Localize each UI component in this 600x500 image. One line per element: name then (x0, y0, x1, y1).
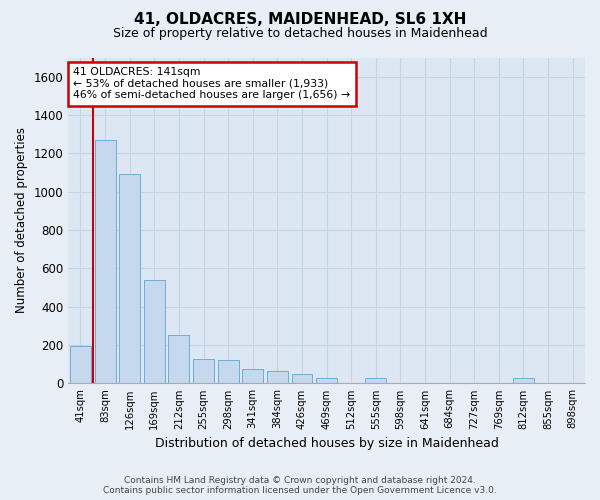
Bar (242, 369, 263, 384)
Bar (267, 371, 288, 384)
Bar (70, 346, 91, 384)
Bar (193, 358, 214, 384)
Bar (292, 374, 313, 384)
Bar (218, 360, 239, 384)
Bar (513, 378, 534, 384)
Bar (144, 280, 165, 384)
Bar (365, 378, 386, 384)
Bar (169, 336, 190, 384)
Text: Contains HM Land Registry data © Crown copyright and database right 2024.
Contai: Contains HM Land Registry data © Crown c… (103, 476, 497, 495)
Y-axis label: Number of detached properties: Number of detached properties (15, 128, 28, 314)
Bar (95, 140, 116, 384)
Text: Size of property relative to detached houses in Maidenhead: Size of property relative to detached ho… (113, 28, 487, 40)
X-axis label: Distribution of detached houses by size in Maidenhead: Distribution of detached houses by size … (155, 437, 499, 450)
Bar (316, 378, 337, 384)
Bar (119, 174, 140, 384)
Text: 41 OLDACRES: 141sqm
← 53% of detached houses are smaller (1,933)
46% of semi-det: 41 OLDACRES: 141sqm ← 53% of detached ho… (73, 68, 350, 100)
Text: 41, OLDACRES, MAIDENHEAD, SL6 1XH: 41, OLDACRES, MAIDENHEAD, SL6 1XH (134, 12, 466, 28)
